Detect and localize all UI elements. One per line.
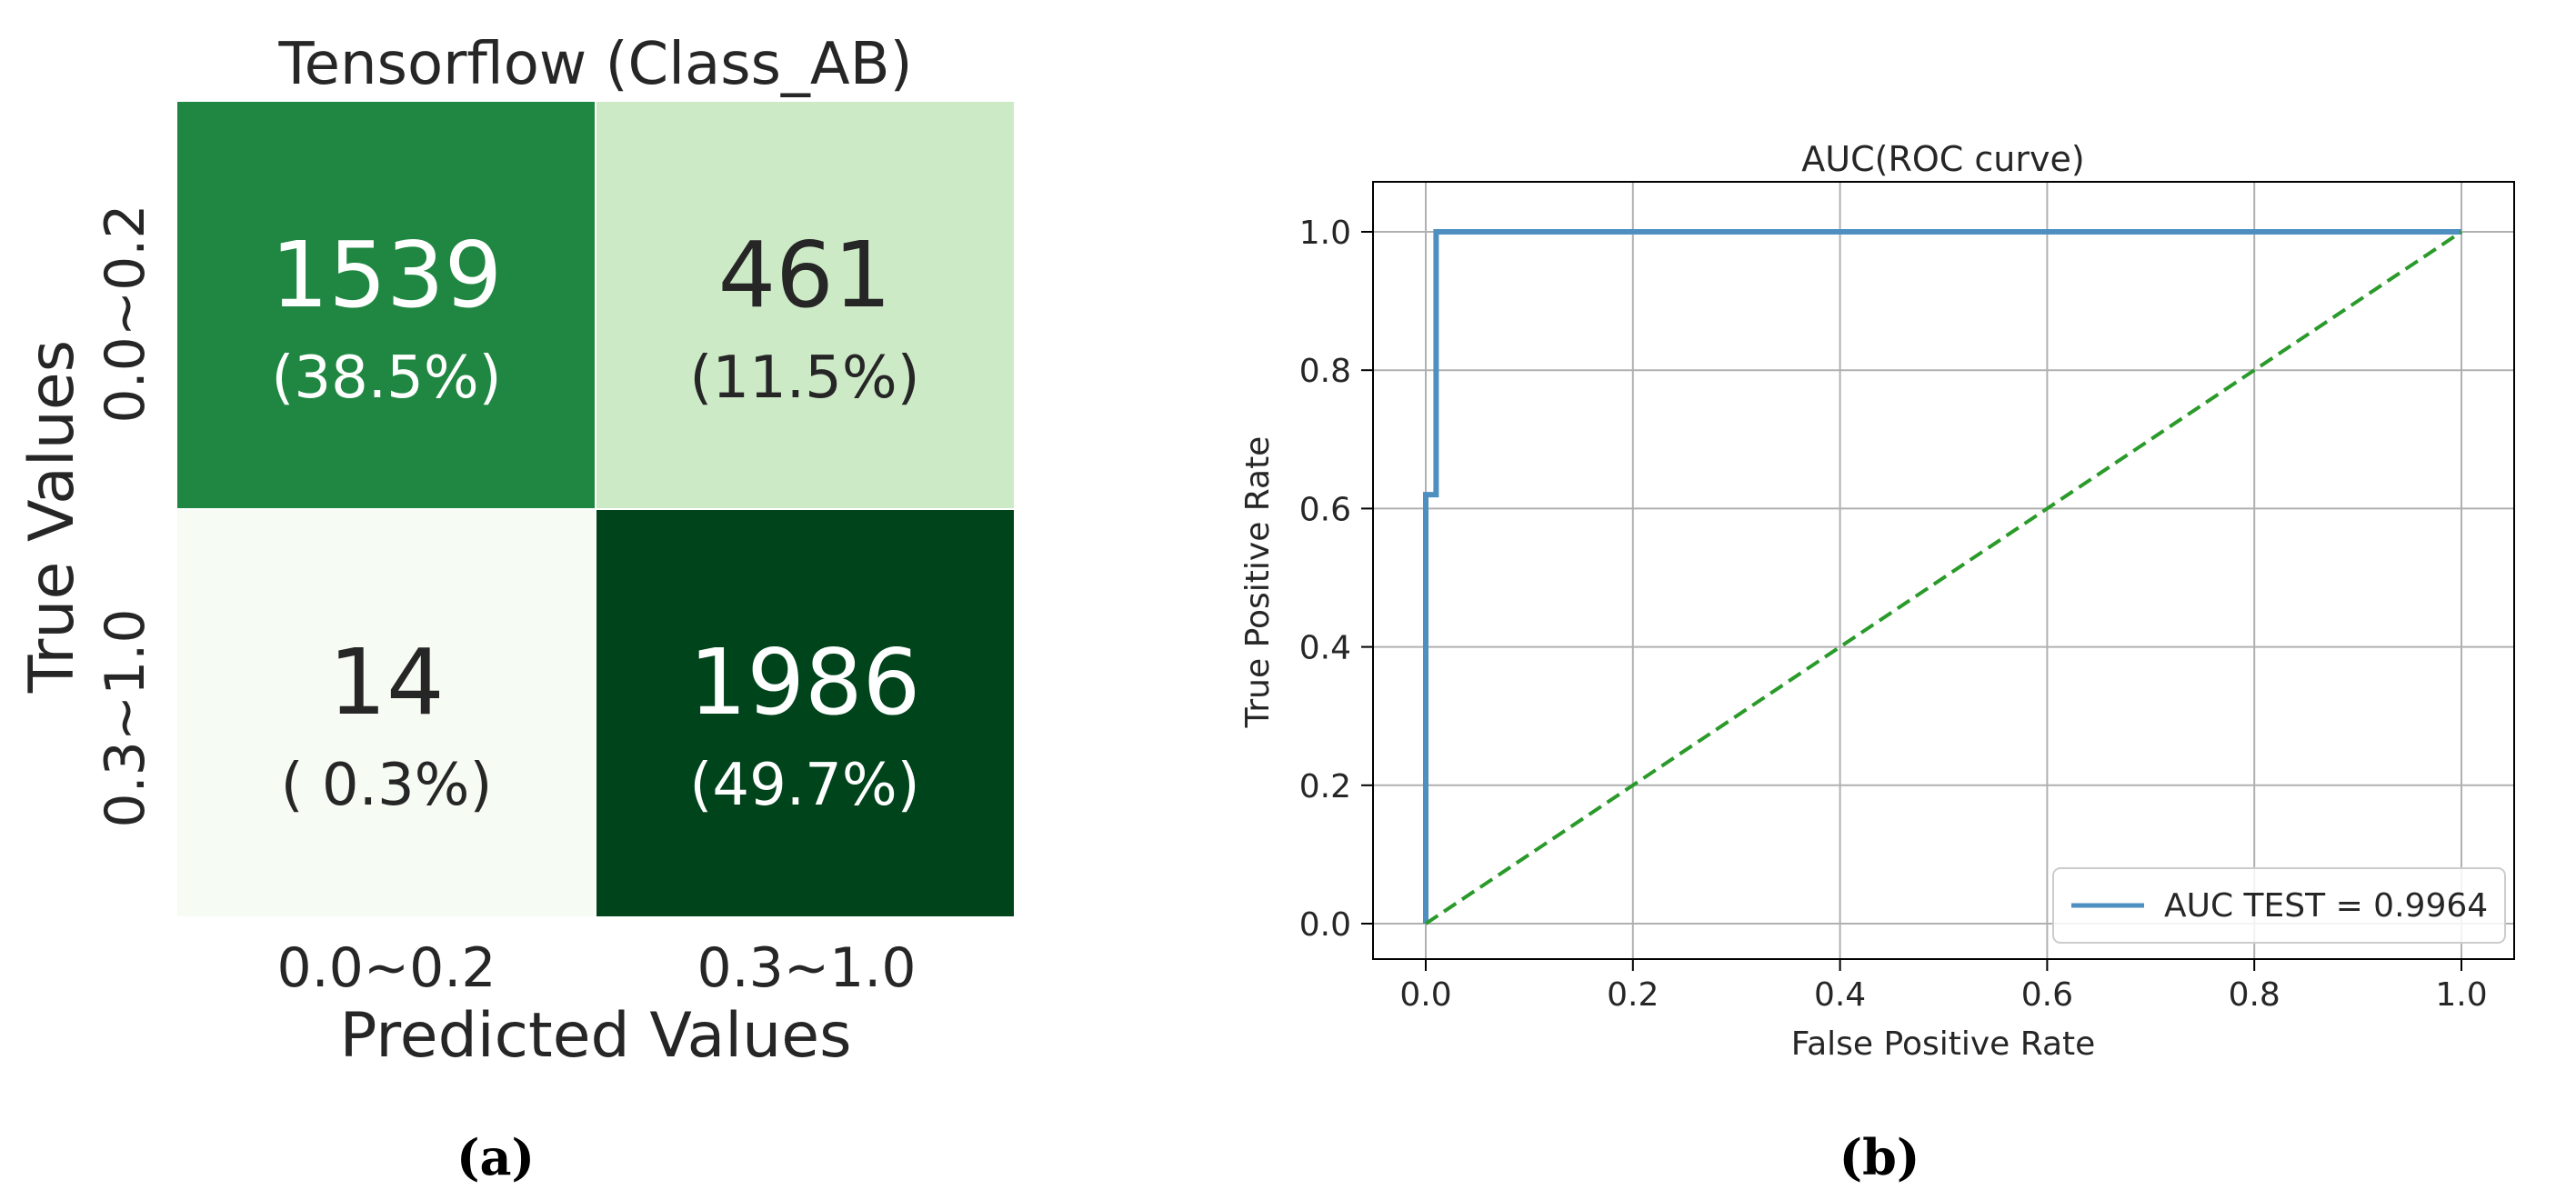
roc-curve-panel: 0.0 0.2 0.4 0.6 0.8 1.0 0.0 0.2 0.4 0.6 0.8 1.0 AUC… <box>1239 139 2515 1186</box>
cm-cell-count: 1986 <box>689 629 921 735</box>
cm-cell-percent: (11.5%) <box>689 345 919 412</box>
roc-series <box>1423 229 2463 925</box>
roc-y-tick-label: 0.6 <box>1299 491 1351 528</box>
roc-plot-frame <box>1372 181 2515 960</box>
roc-title: AUC(ROC curve) <box>1801 139 2084 179</box>
cm-y-tick-0: 0.0~0.2 <box>94 204 157 423</box>
cm-cell-r0c0 <box>177 102 596 509</box>
roc-legend-box <box>2052 867 2506 944</box>
roc-y-tick-label: 0.0 <box>1299 906 1351 944</box>
cm-cell-count: 1539 <box>271 222 503 328</box>
cm-cell-r1c1 <box>596 509 1014 916</box>
roc-x-tick-label: 0.4 <box>1814 976 1866 1014</box>
cm-cell-count: 461 <box>718 222 892 328</box>
cm-x-tick-1: 0.3~1.0 <box>697 936 916 1000</box>
cm-cell-count: 14 <box>328 629 444 735</box>
roc-x-axis-label: False Positive Rate <box>1791 1025 2096 1063</box>
roc-chance-line <box>1424 230 2463 925</box>
roc-y-tick-label: 0.2 <box>1299 768 1351 805</box>
cm-x-tick-0: 0.0~0.2 <box>276 936 496 1000</box>
roc-plot-background <box>1373 182 2514 959</box>
roc-test-curve <box>1423 229 2461 924</box>
roc-y-tick-label: 1.0 <box>1299 215 1351 252</box>
roc-x-tick-label: 0.8 <box>2229 976 2280 1014</box>
roc-y-tick-label: 0.4 <box>1299 630 1351 667</box>
cm-x-axis-label: Predicted Values <box>340 1000 852 1072</box>
cm-cell-r0c1 <box>596 102 1014 509</box>
confusion-matrix-cells: 1539 (38.5%) 461 (11.5%) 14 ( 0.3%) 1986 (49.7%… <box>177 102 1014 916</box>
roc-x-tick-label: 0.0 <box>1399 976 1451 1014</box>
cm-cell-percent: (49.7%) <box>689 752 919 819</box>
panel-label-a: (a) <box>456 1128 535 1186</box>
cm-y-axis-label: True Values <box>16 340 88 694</box>
cm-cell-percent: ( 0.3%) <box>281 752 493 819</box>
roc-x-tick-label: 1.0 <box>2435 976 2487 1014</box>
confusion-matrix-panel: 1539 (38.5%) 461 (11.5%) 14 ( 0.3%) 1986 (49.7%… <box>16 31 1014 1186</box>
cm-y-tick-1: 0.3~1.0 <box>94 608 157 827</box>
roc-legend: AUC TEST = 0.9964 <box>2052 867 2506 944</box>
roc-ticks: 0.0 0.2 0.4 0.6 0.8 1.0 0.0 0.2 0.4 0.6 0.8 1.0 <box>1299 215 2488 1014</box>
roc-y-axis-label: True Positive Rate <box>1239 436 1277 729</box>
confusion-matrix-title: Tensorflow (Class_AB) <box>277 31 912 98</box>
roc-legend-label: AUC TEST = 0.9964 <box>2164 887 2488 925</box>
cm-cell-r1c0 <box>177 509 596 916</box>
cm-cell-percent: (38.5%) <box>271 345 501 412</box>
roc-x-tick-label: 0.6 <box>2021 976 2073 1014</box>
panel-label-b: (b) <box>1839 1128 1920 1186</box>
roc-x-tick-label: 0.2 <box>1607 976 1659 1014</box>
roc-y-tick-label: 0.8 <box>1299 353 1351 390</box>
